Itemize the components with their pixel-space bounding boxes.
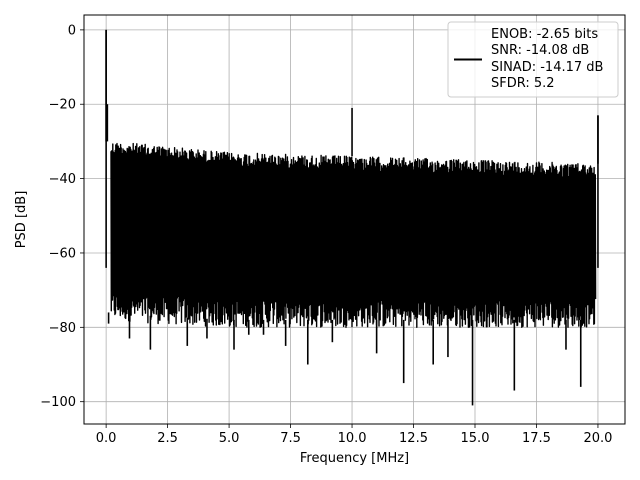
x-tick-label: 2.5	[157, 431, 178, 446]
y-tick-label: −60	[49, 246, 76, 261]
legend-box	[447, 21, 619, 98]
x-tick-label: 20.0	[583, 431, 612, 446]
plot-frame	[83, 14, 626, 425]
x-tick-label: 17.5	[522, 431, 551, 446]
legend-entry-sinad: SINAD: -14.17 dB	[491, 60, 603, 75]
psd-noise-trace	[110, 142, 597, 328]
y-tick-label: −20	[49, 98, 76, 113]
x-tick-label: 5.0	[219, 431, 240, 446]
legend-entry-sfdr: SFDR: 5.2	[491, 76, 555, 91]
y-tick-label: −80	[49, 321, 76, 336]
ticks: 0.0 2.5 5.0 7.5 10.0 12.5 15.0 17.5 20.0 0 −20 −40 −…	[40, 23, 612, 446]
x-tick-label: 7.5	[280, 431, 301, 446]
legend-entry-snr: SNR: -14.08 dB	[491, 43, 589, 58]
x-axis-label: Frequency [MHz]	[300, 451, 409, 466]
x-tick-label: 12.5	[399, 431, 428, 446]
legend-entry-enob: ENOB: -2.65 bits	[491, 27, 598, 42]
y-tick-label: −40	[49, 172, 76, 187]
legend: ENOB: -2.65 bits SNR: -14.08 dB SINAD: -…	[447, 21, 619, 98]
y-tick-label: 0	[68, 23, 76, 38]
y-tick-label: −100	[40, 395, 76, 410]
data-layer	[105, 29, 599, 406]
x-tick-label: 0.0	[96, 431, 117, 446]
x-tick-label: 15.0	[461, 431, 490, 446]
x-tick-label: 10.0	[338, 431, 367, 446]
y-axis-label: PSD [dB]	[14, 191, 29, 249]
